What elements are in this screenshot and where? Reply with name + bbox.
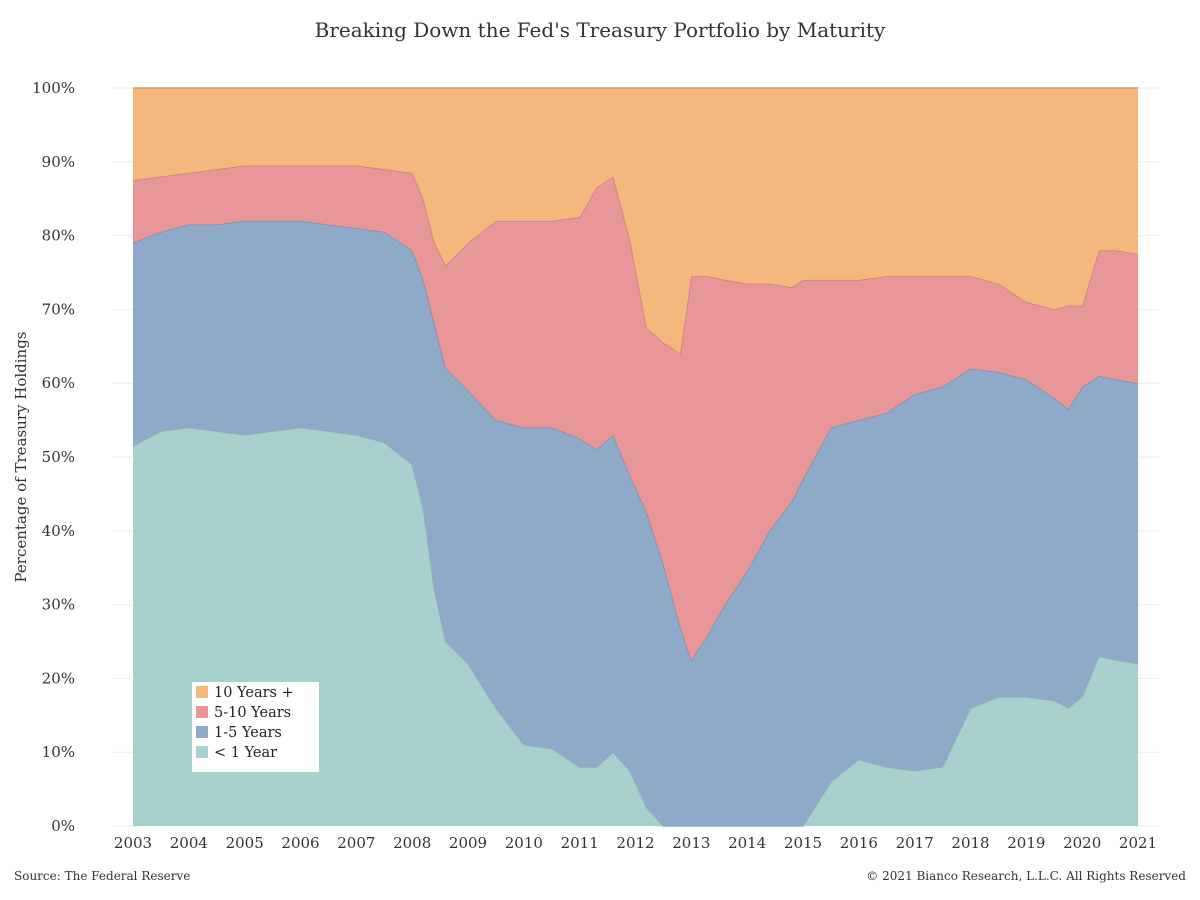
y-tick-label: 20% xyxy=(42,669,75,687)
x-tick-label: 2007 xyxy=(337,834,375,852)
x-tick-label: 2008 xyxy=(393,834,431,852)
x-tick-label: 2015 xyxy=(784,834,822,852)
area-edge-1-year xyxy=(132,426,1139,827)
x-tick-label: 2009 xyxy=(449,834,487,852)
legend-swatch xyxy=(196,686,208,698)
legend-label: 1-5 Years xyxy=(214,725,282,741)
source-note: Source: The Federal Reserve xyxy=(14,869,190,883)
x-tick-label: 2014 xyxy=(728,834,766,852)
x-tick-label: 2018 xyxy=(951,834,989,852)
x-tick-label: 2012 xyxy=(616,834,654,852)
area-1-5-years xyxy=(133,220,1138,827)
x-tick-label: 2004 xyxy=(170,834,208,852)
area-1-year xyxy=(133,427,1138,826)
x-tick-label: 2005 xyxy=(226,834,264,852)
x-tick-label: 2010 xyxy=(505,834,543,852)
legend-label: 5-10 Years xyxy=(214,705,291,721)
x-tick-label: 2011 xyxy=(561,834,599,852)
x-tick-label: 2003 xyxy=(114,834,152,852)
y-tick-label: 100% xyxy=(32,79,75,97)
y-tick-label: 50% xyxy=(42,448,75,466)
legend-label: < 1 Year xyxy=(214,745,277,761)
y-tick-label: 0% xyxy=(51,817,75,835)
chart-title: Breaking Down the Fed's Treasury Portfol… xyxy=(315,18,886,42)
x-tick-label: 2017 xyxy=(896,834,934,852)
y-tick-label: 70% xyxy=(42,300,75,318)
x-tick-label: 2013 xyxy=(672,834,710,852)
y-axis-ticks: 0% 10% 20% 30% 40% 50% 60% 70% 80% 90% 100% xyxy=(32,79,75,835)
area-10-years xyxy=(133,88,1138,354)
y-tick-label: 90% xyxy=(42,153,75,171)
legend-swatch xyxy=(196,706,208,718)
x-tick-label: 2021 xyxy=(1119,834,1157,852)
legend-label: 10 Years + xyxy=(214,685,294,701)
y-tick-label: 60% xyxy=(42,374,75,392)
copyright-note: © 2021 Bianco Research, L.L.C. All Right… xyxy=(866,869,1186,883)
legend-swatch xyxy=(196,726,208,738)
y-tick-label: 80% xyxy=(42,227,75,245)
area-5-10-years xyxy=(133,165,1138,660)
y-tick-label: 40% xyxy=(42,522,75,540)
y-tick-label: 30% xyxy=(42,596,75,614)
x-tick-label: 2006 xyxy=(281,834,319,852)
x-tick-label: 2016 xyxy=(840,834,878,852)
legend-box xyxy=(192,682,319,772)
y-tick-label: 10% xyxy=(42,743,75,761)
y-axis-title: Percentage of Treasury Holdings xyxy=(12,331,30,582)
plot-areas xyxy=(132,87,1139,827)
x-tick-label: 2019 xyxy=(1007,834,1045,852)
legend: 10 Years + 5-10 Years 1-5 Years < 1 Year xyxy=(192,682,319,772)
legend-swatch xyxy=(196,746,208,758)
x-tick-label: 2020 xyxy=(1063,834,1101,852)
x-axis-ticks: 2003 2004 2005 2006 2007 2008 2009 2010 2011 2012… xyxy=(114,834,1157,852)
